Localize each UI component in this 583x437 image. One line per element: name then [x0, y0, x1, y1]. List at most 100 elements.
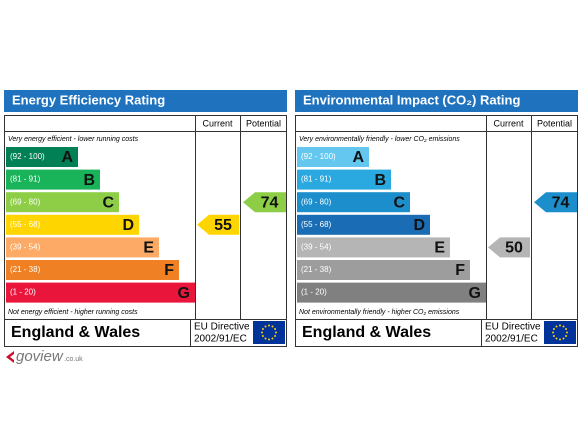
band-letter: G [469, 285, 481, 302]
band-letter: B [374, 172, 386, 189]
eu-star [566, 331, 568, 334]
eu-star [565, 335, 568, 337]
eu-star [271, 325, 274, 328]
eu-star [274, 335, 277, 337]
band-range: (81 - 91) [301, 175, 332, 184]
eu-star [552, 331, 554, 334]
eu-star [562, 325, 565, 328]
footer-code: 2002/91/EC [485, 334, 538, 345]
rating-value: 50 [505, 240, 523, 257]
band [6, 169, 100, 190]
column-header: Current [493, 118, 524, 128]
band-range: (39 - 54) [301, 243, 332, 252]
rating-value: 74 [552, 194, 570, 211]
bottom-note: Not energy efficient - higher running co… [8, 309, 138, 316]
band-letter: C [102, 194, 114, 211]
band-range: (92 - 100) [301, 152, 336, 161]
eu-star [552, 335, 555, 337]
band-range: (92 - 100) [10, 152, 45, 161]
top-note: Very environmentally friendly - lower CO… [299, 136, 460, 143]
rating-value: 74 [261, 194, 279, 211]
column-header: Potential [246, 118, 281, 128]
band-letter: A [352, 149, 364, 166]
logo-text: goview [16, 348, 64, 365]
band [6, 260, 179, 280]
band-range: (39 - 54) [10, 243, 41, 252]
band [6, 214, 139, 235]
band [297, 147, 369, 167]
eu-star [261, 331, 263, 334]
eu-star [559, 324, 561, 327]
band [297, 282, 486, 303]
title-bar [295, 90, 578, 112]
band-range: (1 - 20) [10, 288, 36, 297]
band-range: (55 - 68) [10, 220, 41, 229]
column-header: Potential [537, 118, 572, 128]
title-bar [4, 90, 287, 112]
band-letter: F [164, 262, 174, 279]
band [297, 237, 450, 258]
rating-arrow [534, 192, 577, 213]
band-range: (21 - 38) [10, 265, 41, 274]
column-header: Current [202, 118, 233, 128]
band-range: (21 - 38) [301, 265, 332, 274]
eu-star [261, 328, 264, 330]
band-letter: D [122, 217, 134, 234]
logo-suffix: .co.uk [64, 356, 83, 363]
eu-star [552, 328, 555, 330]
rating-value: 55 [214, 217, 232, 234]
eu-star [264, 325, 267, 328]
band [297, 192, 410, 213]
footer-directive: EU Directive [485, 322, 541, 333]
top-note: Very energy efficient - lower running co… [8, 136, 139, 143]
band-letter: F [455, 262, 465, 279]
band-letter: G [178, 285, 190, 302]
rating-arrow [488, 237, 530, 258]
rating-arrow [243, 192, 286, 213]
panel-title: Environmental Impact (CO₂) Rating [303, 92, 520, 107]
bottom-note: Not environmentally friendly - higher CO… [299, 309, 460, 316]
logo: goview .co.uk [6, 348, 83, 365]
eu-flag [544, 321, 576, 344]
band-letter: C [393, 194, 405, 211]
footer-directive: EU Directive [194, 322, 250, 333]
eu-star [565, 328, 568, 330]
eu-star [261, 335, 264, 337]
footer-region: England & Wales [302, 324, 431, 341]
eu-star [268, 324, 270, 327]
band-letter: D [413, 217, 425, 234]
panel-frame [295, 115, 578, 347]
eu-star [559, 338, 561, 341]
band [6, 192, 119, 213]
band-letter: B [83, 172, 95, 189]
footer-region: England & Wales [11, 324, 140, 341]
eu-star [274, 328, 277, 330]
band-range: (81 - 91) [10, 175, 41, 184]
band [6, 237, 159, 258]
band [297, 214, 430, 235]
band-range: (1 - 20) [301, 288, 327, 297]
band-range: (69 - 80) [301, 197, 332, 206]
band [297, 169, 391, 190]
panel-title: Energy Efficiency Rating [12, 92, 165, 107]
eu-star [555, 337, 558, 340]
logo-icon [6, 351, 14, 363]
band [297, 260, 470, 280]
eu-flag [253, 321, 285, 344]
eu-star [268, 338, 270, 341]
panel-frame [4, 115, 287, 347]
eu-star [271, 337, 274, 340]
eu-star [275, 331, 277, 334]
eu-star [562, 337, 565, 340]
eu-star [264, 337, 267, 340]
footer-code: 2002/91/EC [194, 334, 247, 345]
band [6, 147, 78, 167]
band [6, 282, 195, 303]
eu-star [555, 325, 558, 328]
band-letter: E [143, 240, 154, 257]
band-letter: A [61, 149, 73, 166]
band-letter: E [434, 240, 445, 257]
band-range: (69 - 80) [10, 197, 41, 206]
rating-arrow [197, 214, 239, 235]
